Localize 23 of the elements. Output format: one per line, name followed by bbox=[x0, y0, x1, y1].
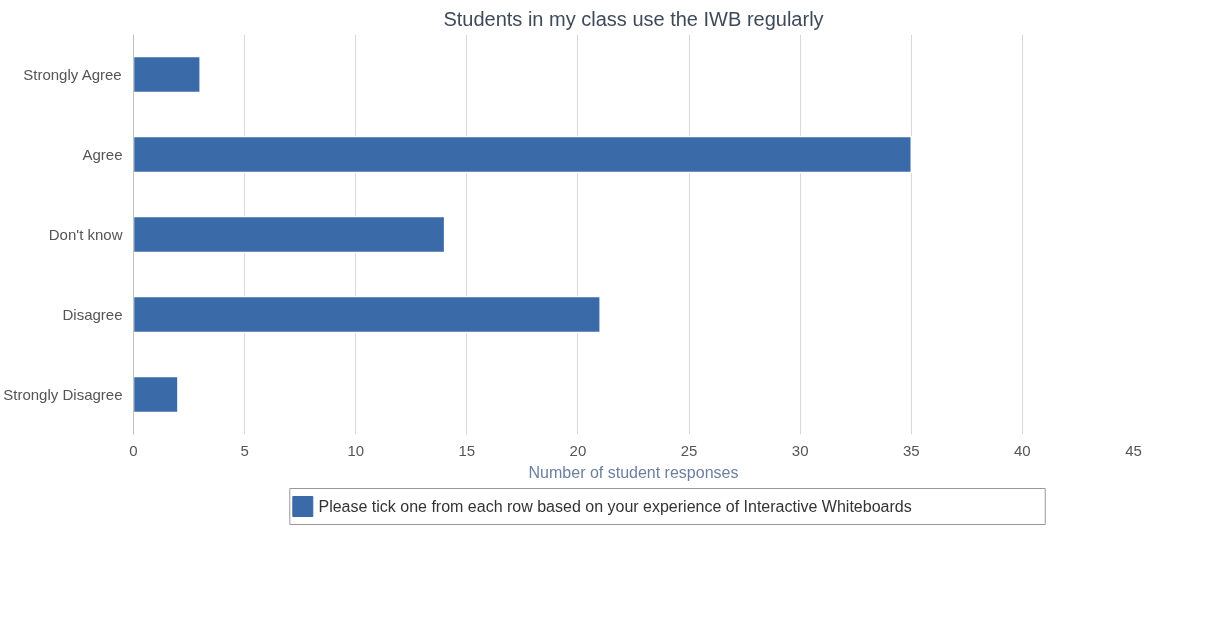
y-tick-label: Strongly Agree bbox=[23, 66, 122, 83]
x-tick-label: 15 bbox=[458, 441, 476, 459]
y-tick-label: Agree bbox=[82, 146, 123, 163]
legend-label: Please tick one from each row based on your experience of Interactive Whiteboards bbox=[318, 498, 912, 515]
x-tick-label: 30 bbox=[791, 441, 809, 459]
x-axis-title: Number of student responses bbox=[528, 463, 739, 481]
bar bbox=[133, 375, 179, 414]
y-tick-label: Don't know bbox=[48, 226, 123, 243]
x-tick-label: 25 bbox=[680, 441, 698, 459]
bar bbox=[133, 55, 201, 94]
y-tick-label: Disagree bbox=[62, 306, 123, 323]
x-tick-label: 10 bbox=[347, 441, 365, 459]
x-tick-label: 35 bbox=[902, 441, 920, 459]
chart-title: Students in my class use the IWB regularly bbox=[443, 7, 824, 30]
x-tick-label: 40 bbox=[1014, 441, 1031, 459]
bar bbox=[133, 135, 913, 174]
bar bbox=[133, 295, 601, 334]
x-tick-label: 0 bbox=[129, 441, 138, 459]
bar bbox=[133, 215, 446, 254]
x-tick-label: 45 bbox=[1125, 441, 1142, 459]
y-tick-label: Strongly Disagree bbox=[3, 386, 123, 403]
x-tick-label: 5 bbox=[240, 441, 249, 459]
x-tick-label: 20 bbox=[569, 441, 587, 459]
